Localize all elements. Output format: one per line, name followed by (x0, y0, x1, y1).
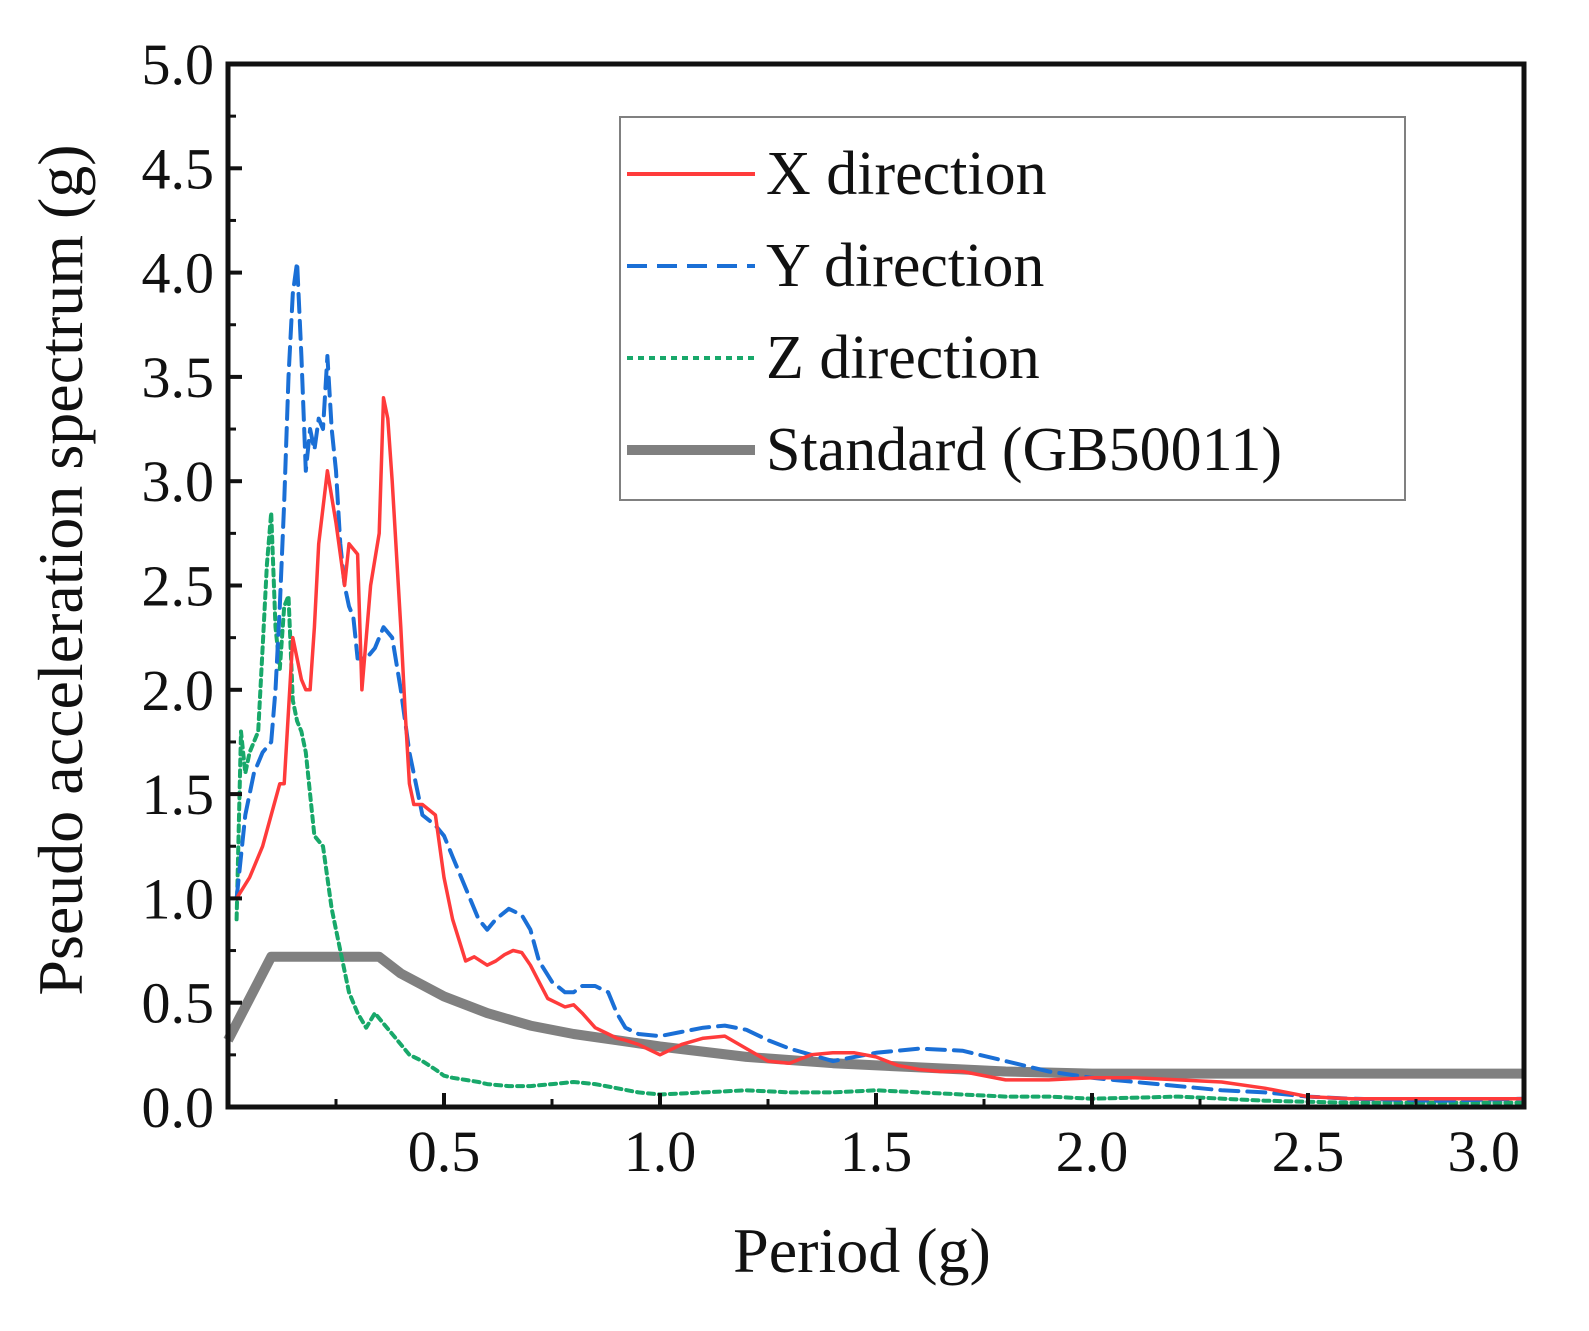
x-tick-label: 1.0 (624, 1119, 697, 1184)
legend-label-y-direction: Y direction (766, 232, 1044, 300)
x-axis-title: Period (g) (733, 1215, 991, 1286)
y-tick-label: 0.0 (142, 1075, 215, 1140)
y-tick-label: 0.5 (142, 971, 215, 1036)
legend-box (619, 116, 1406, 501)
y-tick-label: 5.0 (142, 32, 215, 97)
series-line-z-direction (234, 510, 1526, 1105)
y-tick-label: 1.0 (142, 866, 215, 931)
y-tick-label: 2.0 (142, 658, 215, 723)
legend: X direction Y direction Z direction Stan… (619, 116, 1406, 501)
x-tick-label: 0.5 (408, 1119, 481, 1184)
tick-layer: 0.0 0.5 1.0 1.5 2.0 2.5 3.0 3.5 4.0 4.5 5.0 0.5 1.0 1… (142, 32, 1526, 1184)
x-tick-label: 2.5 (1272, 1119, 1345, 1184)
y-axis-title: Pseudo acceleration spectrum (g) (25, 144, 96, 995)
legend-label-x-direction: X direction (766, 140, 1047, 208)
series-layer (223, 260, 1526, 1105)
series-line-x-direction (234, 396, 1526, 1101)
legend-label-z-direction: Z direction (766, 324, 1040, 392)
y-tick-label: 2.5 (142, 554, 215, 619)
x-tick-label: 2.0 (1056, 1119, 1129, 1184)
x-tick-label: 3.0 (1448, 1119, 1521, 1184)
series-line-y-direction (234, 260, 1526, 1103)
y-tick-label: 3.5 (142, 345, 215, 410)
y-tick-label: 3.0 (142, 449, 215, 514)
x-tick-label: 1.5 (840, 1119, 913, 1184)
y-tick-label: 4.0 (142, 241, 215, 306)
y-tick-label: 1.5 (142, 762, 215, 827)
legend-label-standard: Standard (GB50011) (766, 416, 1282, 484)
y-tick-label: 4.5 (142, 136, 215, 201)
